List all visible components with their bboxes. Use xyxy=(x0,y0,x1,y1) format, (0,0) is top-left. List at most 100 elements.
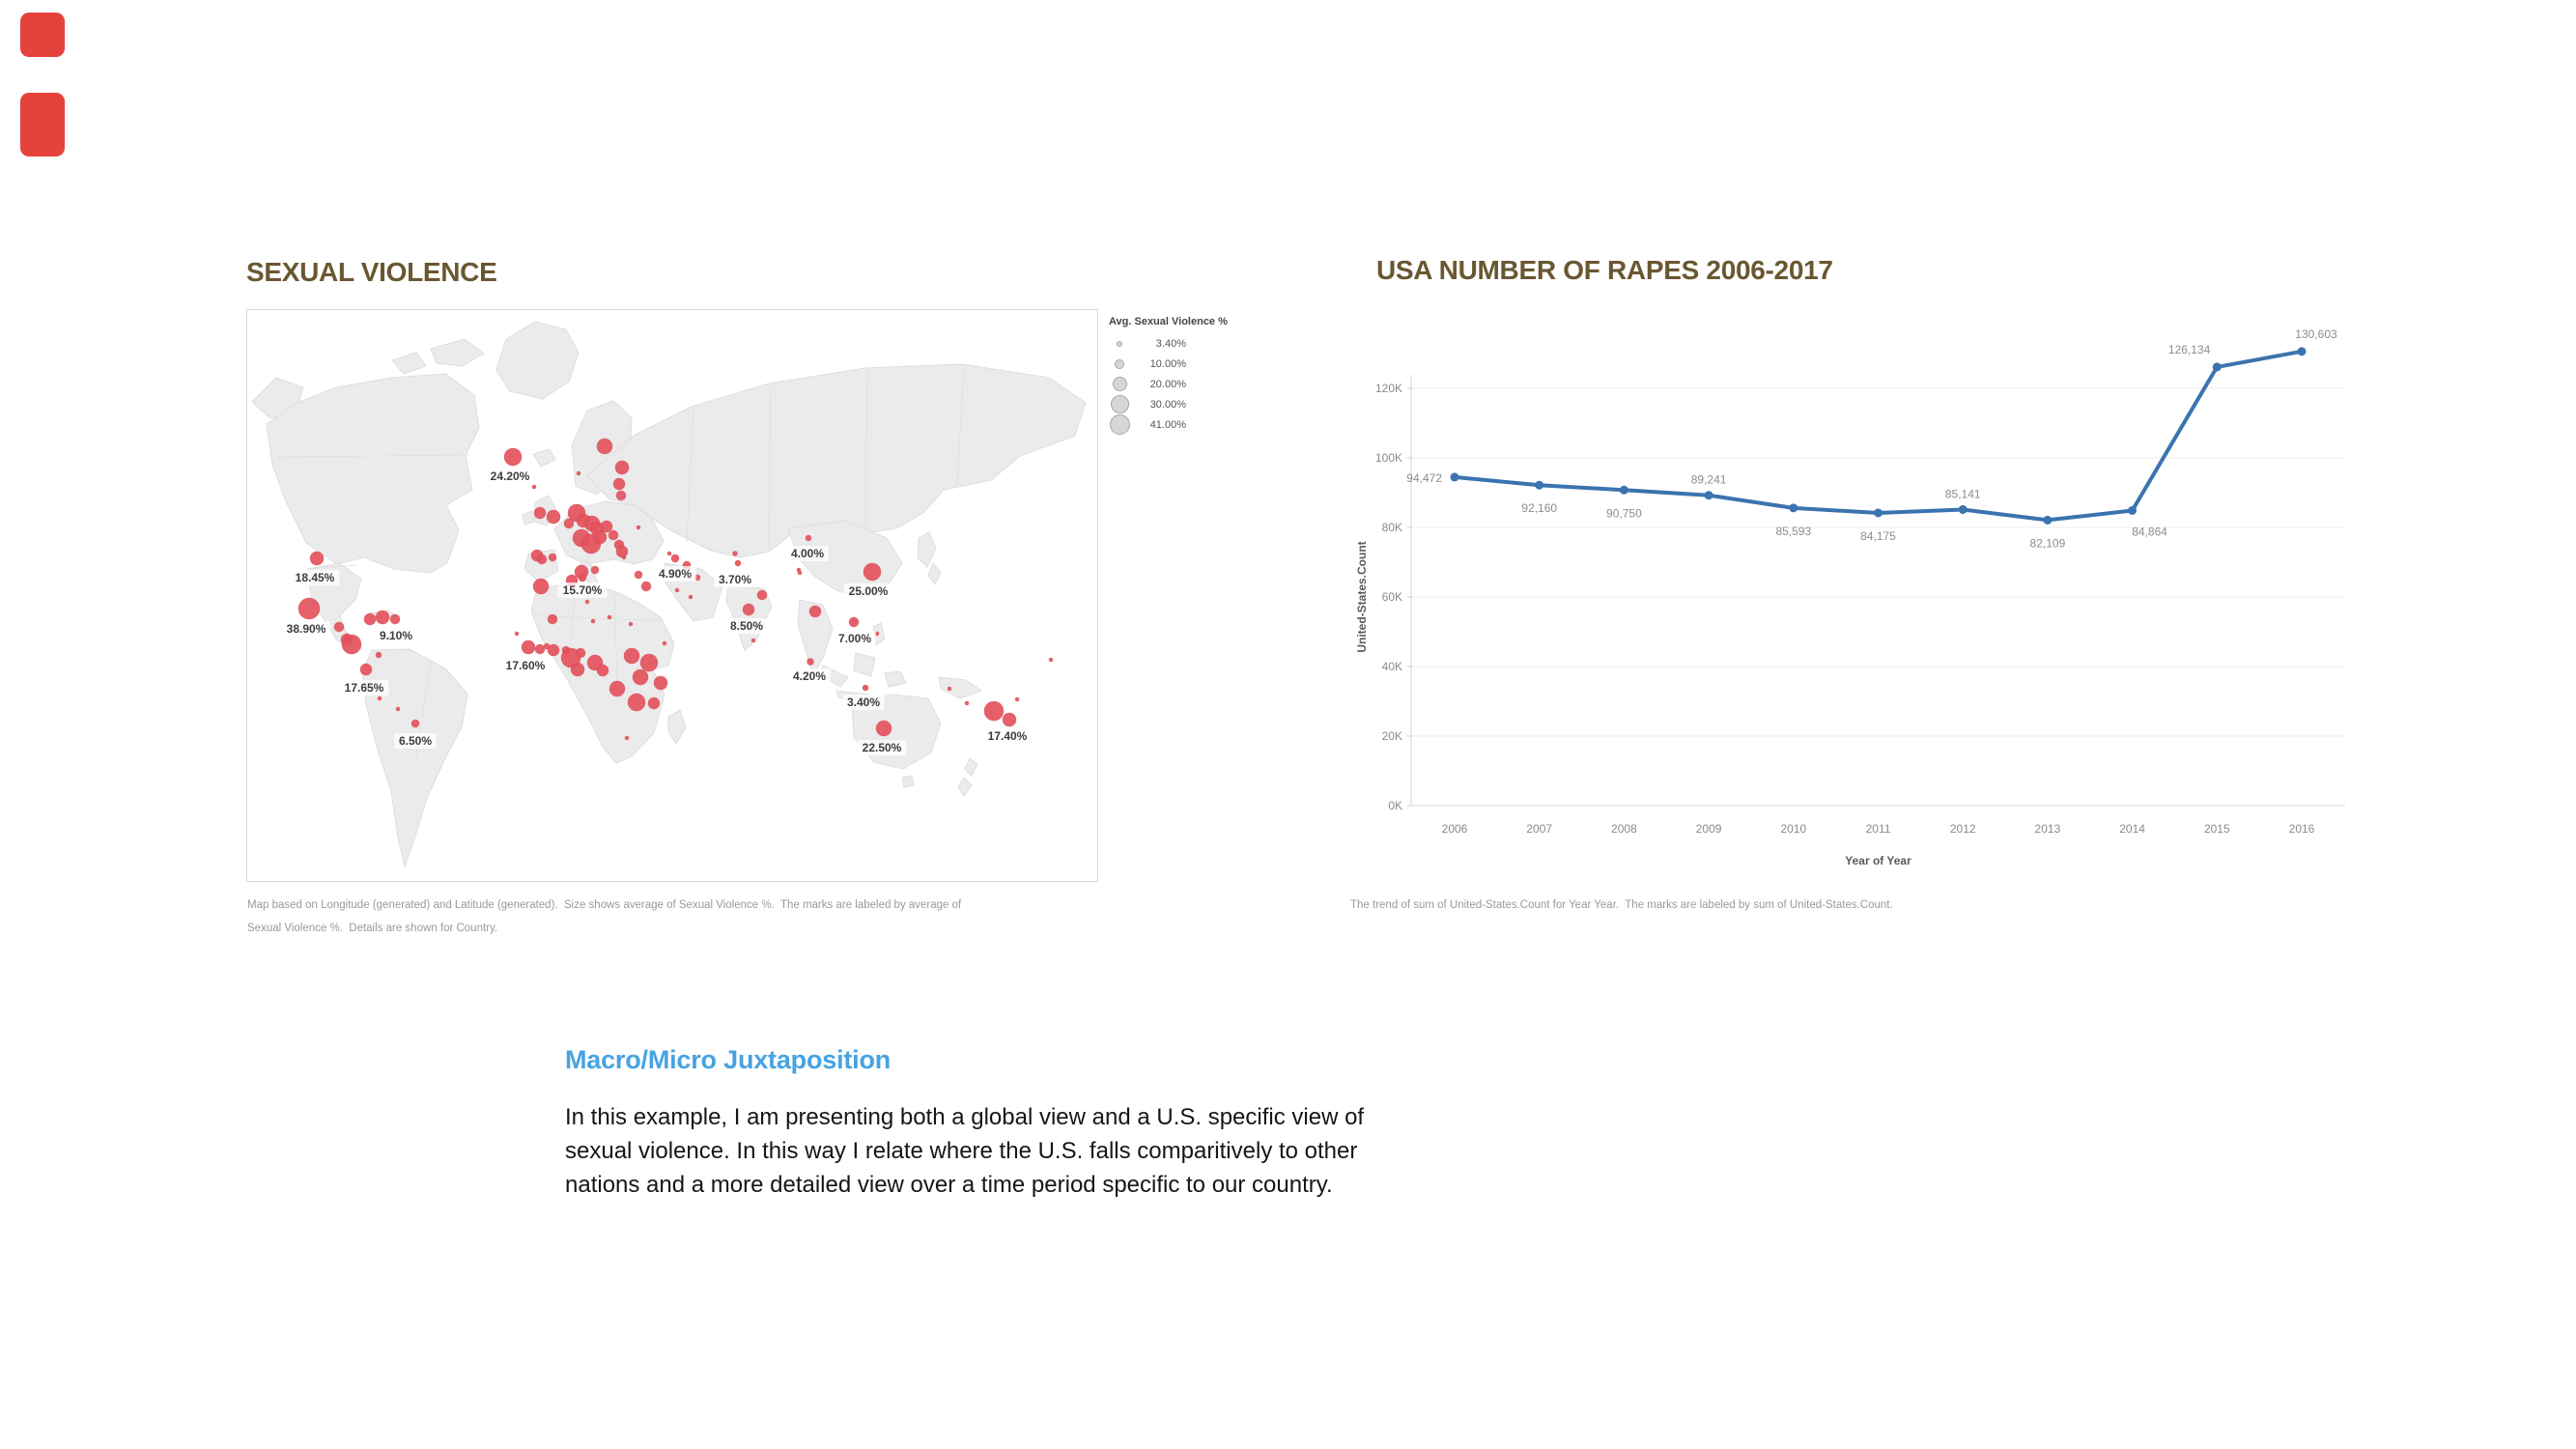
map-bubble xyxy=(576,470,581,476)
data-point-label: 92,160 xyxy=(1521,501,1557,515)
size-legend-circle xyxy=(1109,414,1130,435)
map-value-label: 6.50% xyxy=(399,734,432,748)
map-bubble xyxy=(570,662,585,677)
world-bubble-map: 18.45% 38.90% 9.10% 17.65% 6.50% 24.20% 15.70%… xyxy=(246,309,1098,882)
map-label-bg xyxy=(843,583,893,599)
map-bubble xyxy=(628,621,634,627)
map-caption: Map based on Longitude (generated) and L… xyxy=(247,899,962,934)
map-value-label: 18.45% xyxy=(296,571,335,584)
data-point-label: 89,241 xyxy=(1691,473,1727,487)
map-bubble xyxy=(547,613,558,625)
map-value-labels: 18.45% 38.90% 9.10% 17.65% 6.50% 24.20% 15.70%… xyxy=(281,469,1033,755)
data-point-label: 130,603 xyxy=(2295,327,2337,341)
map-bubble xyxy=(600,520,613,533)
size-legend-circle xyxy=(1115,358,1124,369)
map-bubble xyxy=(297,597,321,620)
map-bubble xyxy=(621,554,627,560)
line-chart-data-labels: 94,472 92,160 90,750 89,241 85,593 84,175 85,1… xyxy=(1406,327,2337,551)
map-label-bg xyxy=(788,668,831,684)
description-line-2: sexual violence. In this way I relate wh… xyxy=(565,1138,1358,1164)
map-bubble xyxy=(395,706,401,712)
map-bubble xyxy=(536,554,548,565)
x-tick-label: 2016 xyxy=(2289,822,2315,836)
map-value-label: 7.00% xyxy=(838,632,871,645)
data-point xyxy=(2128,505,2137,515)
x-tick-label: 2007 xyxy=(1526,822,1552,836)
map-bubble xyxy=(634,570,643,580)
map-bubble xyxy=(534,643,546,655)
map-value-label: 17.65% xyxy=(345,681,384,695)
world-map-continents xyxy=(251,321,1087,868)
data-point xyxy=(2043,515,2052,525)
description-line-3: nations and a more detailed view over a … xyxy=(565,1172,1333,1198)
red-corner-marker-large xyxy=(20,93,65,156)
line-chart-svg: 94,472 92,160 90,750 89,241 85,593 84,175 85,1… xyxy=(1355,327,2345,867)
map-bubble xyxy=(674,587,680,593)
map-bubble xyxy=(863,562,882,582)
map-bubble xyxy=(636,525,641,530)
world-map-svg: 18.45% 38.90% 9.10% 17.65% 6.50% 24.20% 15.70%… xyxy=(251,321,1087,868)
size-legend-label: 20.00% xyxy=(1149,378,1186,390)
map-bubble xyxy=(848,616,860,628)
map-bubble xyxy=(584,599,590,605)
map-label-bg xyxy=(714,572,756,587)
y-axis-title: United-States.Count xyxy=(1355,541,1369,652)
description-line-1: In this example, I am presenting both a … xyxy=(565,1104,1365,1130)
map-label-bg xyxy=(842,695,885,710)
map-bubble xyxy=(590,565,600,575)
map-label-bg xyxy=(485,469,535,484)
map-label-bg xyxy=(654,566,696,582)
map-value-label: 4.90% xyxy=(659,567,692,581)
map-value-label: 3.40% xyxy=(847,696,880,709)
data-point xyxy=(1535,480,1544,490)
data-point xyxy=(2212,362,2222,372)
data-point-label: 84,864 xyxy=(2132,525,2167,538)
map-bubble xyxy=(653,675,668,691)
map-label-bg xyxy=(725,618,768,634)
map-bubble xyxy=(640,581,652,592)
y-tick-label: 60K xyxy=(1382,590,1402,604)
map-bubble xyxy=(309,551,325,566)
y-tick-label: 20K xyxy=(1382,729,1402,743)
map-bubble xyxy=(341,634,362,655)
map-bubble xyxy=(363,612,377,626)
line-chart-series xyxy=(1450,347,2307,525)
map-value-label: 9.10% xyxy=(380,629,412,642)
data-point-label: 82,109 xyxy=(2030,536,2066,550)
map-bubble xyxy=(797,570,803,576)
map-value-label: 4.20% xyxy=(793,669,826,683)
size-legend-circle xyxy=(1117,340,1122,347)
map-bubble xyxy=(1048,657,1054,663)
map-bubble xyxy=(612,477,626,491)
map-bubble xyxy=(1002,712,1017,727)
size-legend-label: 41.00% xyxy=(1149,418,1186,431)
map-bubble xyxy=(592,529,608,545)
size-legend-item: 41.00% xyxy=(1107,414,1261,435)
map-bubble xyxy=(608,529,619,541)
description-block: Macro/Micro Juxtaposition In this exampl… xyxy=(565,1045,1541,1202)
map-bubble xyxy=(750,638,756,643)
line-chart-title: USA NUMBER OF RAPES 2006-2017 xyxy=(1376,255,1833,285)
x-tick-label: 2011 xyxy=(1866,822,1891,836)
map-bubble xyxy=(627,693,646,712)
size-legend-label: 10.00% xyxy=(1149,357,1186,370)
line-chart-tick-labels: 0K 20K 40K 60K 80K 100K 120K 2006 2007 2008 2009 20… xyxy=(1355,382,2315,867)
red-corner-marker-small xyxy=(20,13,65,57)
map-bubble xyxy=(503,447,523,467)
map-label-bg xyxy=(857,740,907,755)
x-tick-label: 2008 xyxy=(1611,822,1637,836)
map-bubble xyxy=(732,551,738,556)
map-bubble xyxy=(359,663,373,676)
map-bubble xyxy=(662,640,667,646)
map-section-title: SEXUAL VIOLENCE xyxy=(246,257,497,287)
data-point-label: 94,472 xyxy=(1406,471,1442,485)
map-bubble xyxy=(1014,696,1020,702)
map-bubble xyxy=(546,509,561,525)
map-bubble xyxy=(377,696,382,701)
map-label-bg xyxy=(557,582,608,598)
map-label-bg xyxy=(339,680,389,696)
map-bubbles xyxy=(297,438,1054,741)
map-bubble xyxy=(808,605,822,618)
map-bubble xyxy=(666,551,672,556)
data-point xyxy=(1619,485,1628,495)
